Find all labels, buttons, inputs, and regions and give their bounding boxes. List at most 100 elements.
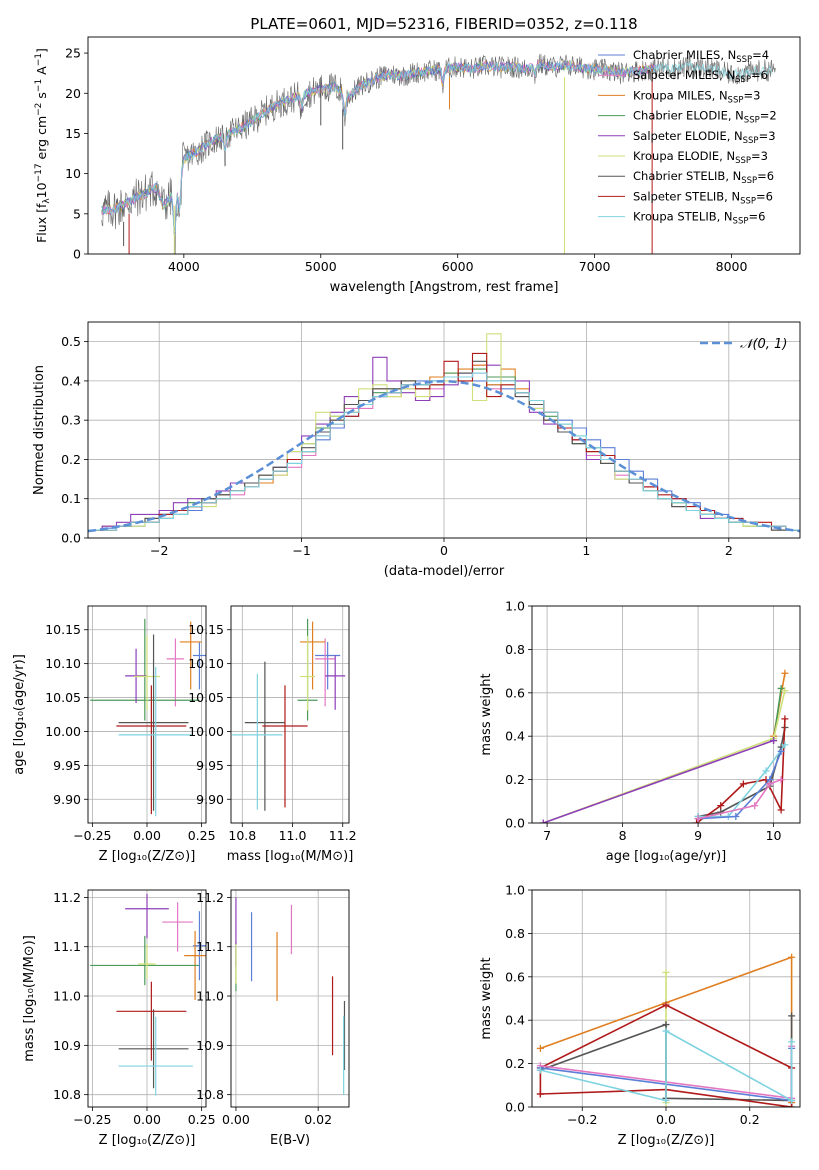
weight-point: [536, 1044, 544, 1052]
weight-point: [662, 1021, 670, 1029]
legend-label-main: Chabrier STELIB, N: [633, 169, 741, 183]
legend-label-main: Chabrier ELODIE, N: [633, 109, 744, 123]
figure-title: PLATE=0601, MJD=52316, FIBERID=0352, z=0…: [250, 15, 637, 33]
y-tick-label: 0.2: [505, 772, 525, 787]
legend-label-main: Salpeter STELIB, N: [633, 189, 740, 203]
y-tick-label: 0.8: [505, 926, 525, 941]
weight_vs_age-frame: [531, 605, 801, 824]
y-tick-label: 10.05: [45, 690, 81, 705]
spectrum-model-line-salpeter-elodie: [101, 58, 657, 231]
y-tick-label: 0.4: [505, 1013, 525, 1028]
errorbar-chabrier-stelib: [118, 1009, 189, 1089]
legend-label: 𝒩(0, 1): [740, 337, 787, 352]
spectrum-model-line-chabrier-miles: [101, 60, 657, 235]
errorbar-salpeter-elodie: [325, 655, 346, 710]
errorbar-salpeter-elodie: [125, 648, 147, 703]
errorbar-kroupa-miles: [179, 621, 202, 690]
y-tick-label: 10.10: [45, 656, 81, 671]
legend-label-suffix: =2: [760, 109, 777, 123]
errorbar-kroupa-elodie: [300, 635, 316, 711]
y-tick-label: 10.15: [188, 622, 224, 637]
y-tick-label: 10.05: [188, 690, 224, 705]
weight-point: [662, 968, 670, 976]
x-tick-label: −0.25: [73, 1112, 111, 1127]
errorbar-kroupa-stelib: [118, 1016, 193, 1096]
legend-label-suffix: =6: [757, 169, 774, 183]
x-tick-label: 8: [619, 828, 627, 843]
y-label-part: −17: [34, 163, 44, 182]
x-tick-label: 0.00: [222, 1112, 250, 1127]
legend-label-sub: SSP: [733, 217, 749, 227]
y-axis-label: Normed distribution: [32, 365, 47, 495]
y-tick-label: 10: [65, 166, 81, 181]
legend-label-suffix: =3: [759, 129, 776, 143]
spectrum-frame: [87, 36, 801, 255]
y-label-part: λ: [42, 198, 52, 204]
mass_vs_Z-axes: −0.25 0.00 0.25 10.8 10.9 11.0 11.1 11.2 Z [log₁…: [22, 890, 216, 1148]
legend-label-sub: SSP: [728, 95, 744, 105]
errorbar-chabrier-stelib: [118, 634, 189, 811]
y-label-part: s: [34, 92, 49, 103]
y-tick-label: 11.1: [53, 939, 81, 954]
x-axis-label: age [log₁₀(age/yr)]: [606, 849, 727, 864]
legend-label-suffix: =3: [743, 88, 760, 102]
errorbar-salpeter-stelib: [116, 981, 187, 1061]
weight_vs_Z-axes: −0.2 0.0 0.2 0.0 0.2 0.4 0.6 0.8 1.0 Z [log₁₀(Z/Z…: [479, 883, 800, 1148]
legend-label-sub: SSP: [744, 116, 760, 126]
y-label-part: Flux [f: [34, 203, 49, 243]
y-tick-label: 0.6: [505, 685, 525, 700]
weight-point: [781, 741, 789, 749]
weight-point: [662, 1001, 670, 1009]
errorbar-salpeter-miles: [166, 638, 185, 707]
weight-point: [762, 767, 770, 775]
y-axis-label: age [log₁₀(age/yr)]: [12, 654, 27, 775]
y-tick-label: 9.90: [196, 792, 224, 807]
errorbar-chabrier-miles: [315, 641, 341, 690]
mass_vs_ebv-frame: [230, 889, 350, 1108]
weight_vs_age-marks: [539, 669, 789, 823]
errorbar-salpeter-miles: [162, 902, 193, 952]
weight-point: [536, 1066, 544, 1074]
y-label-part: A: [34, 66, 49, 79]
weight-point: [777, 747, 785, 755]
weight-point: [781, 687, 789, 695]
y-tick-label: 10.8: [196, 1087, 224, 1102]
errorbar-salpeter-stelib: [116, 685, 187, 815]
residuals-marks: [88, 333, 800, 533]
y-tick-label: 9.90: [53, 792, 81, 807]
age_vs_mass-marks: [232, 618, 346, 811]
legend-label-suffix: =6: [748, 210, 765, 224]
x-tick-label: 10: [766, 828, 782, 843]
x-axis-label: Z [log₁₀(Z/Z⊙)]: [99, 1133, 196, 1148]
errorbar-kroupa-miles: [300, 621, 326, 690]
errorbar-kroupa-elodie: [138, 944, 156, 979]
x-tick-label: −0.25: [73, 828, 111, 843]
legend-label-sub: SSP: [743, 136, 759, 146]
legend-label: Kroupa STELIB, NSSP=6: [633, 210, 765, 227]
y-tick-label: 0.2: [61, 452, 81, 467]
legend-label: Kroupa ELODIE, NSSP=3: [633, 149, 768, 166]
spectrum-lines: [101, 53, 776, 254]
legend-label-sub: SSP: [736, 55, 752, 65]
legend-label-main: Chabrier MILES, N: [633, 48, 736, 62]
spectrum-model-line-kroupa-stelib: [101, 60, 773, 232]
age_vs_Z-marks: [90, 618, 206, 817]
x-tick-label: 9: [694, 828, 702, 843]
legend-label: Chabrier STELIB, NSSP=6: [633, 169, 774, 186]
x-tick-label: −1: [292, 543, 310, 558]
weight-point: [693, 819, 701, 823]
y-tick-label: 11.2: [196, 890, 224, 905]
legend-label-sub: SSP: [735, 75, 751, 85]
weight-point: [788, 953, 796, 961]
weight-point: [788, 1038, 796, 1046]
x-tick-label: 6000: [442, 259, 474, 274]
x-tick-label: 0.00: [133, 828, 161, 843]
y-tick-label: 15: [65, 126, 81, 141]
mass_vs_ebv-marks: [235, 897, 346, 1095]
mass_vs_Z-frame: [87, 889, 207, 1108]
x-tick-label: −2: [150, 543, 168, 558]
legend-label-suffix: =3: [751, 149, 768, 163]
y-label-part: −2: [34, 103, 44, 116]
x-tick-label: 5000: [305, 259, 337, 274]
x-axis-label: wavelength [Angstrom, rest frame]: [330, 280, 559, 295]
